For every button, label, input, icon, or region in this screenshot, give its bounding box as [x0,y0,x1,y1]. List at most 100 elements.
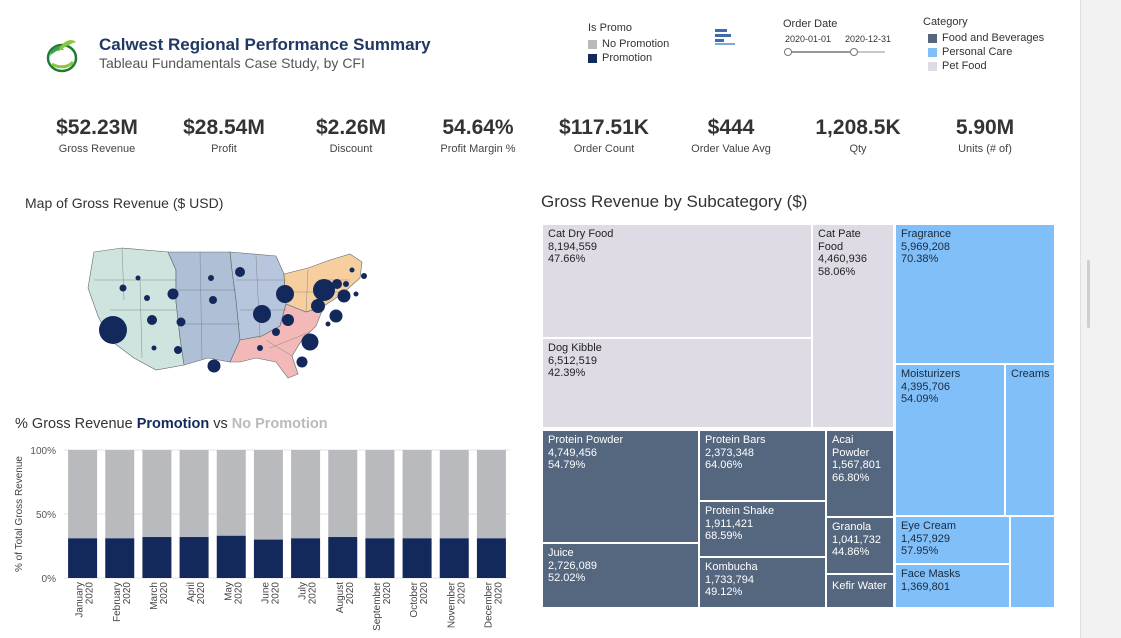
map-bubble[interactable] [349,267,355,273]
map-bubble[interactable] [147,315,157,325]
map-region-southeast[interactable] [229,303,325,379]
promotion-bar[interactable] [402,538,432,578]
map-bubble[interactable] [272,328,280,336]
promo-chart-title-promo: Promotion [136,416,210,432]
treemap-cell-dog-kibble[interactable]: Dog Kibble 6,512,519 42.39% [542,338,812,428]
map-bubble[interactable] [235,267,245,277]
promotion-bar[interactable] [142,537,172,578]
map-bubble[interactable] [174,346,182,354]
order-date-start: 2020-01-01 [785,34,832,44]
date-range-slider[interactable] [783,46,888,58]
treemap-cell-moisturizers[interactable]: Moisturizers 4,395,706 54.09% [895,364,1005,516]
category-legend-label: Pet Food [942,60,987,72]
map-bubble[interactable] [276,285,294,303]
treemap-cell-cat-dry-food[interactable]: Cat Dry Food 8,194,559 47.66% [542,224,812,338]
map-bubble[interactable] [329,309,343,323]
treemap-cell-creams[interactable]: Creams [1005,364,1055,516]
no-promotion-bar[interactable] [68,450,98,539]
x-tick-label: December2020 [483,581,504,628]
no-promotion-bar[interactable] [439,450,469,539]
treemap-cell-value: 4,749,456 [548,446,597,459]
map-bubble[interactable] [207,359,221,373]
promo-legend-item[interactable]: No Promotion [588,37,669,51]
map-bubble[interactable] [119,284,127,292]
x-tick-label: April2020 [186,582,207,605]
bar-chart-icon[interactable] [715,28,737,46]
no-promotion-bar[interactable] [365,450,395,539]
map-bubble[interactable] [253,305,271,323]
treemap-cell-face-masks[interactable]: Face Masks 1,369,801 [895,564,1010,608]
category-legend-item[interactable]: Personal Care [923,45,1044,59]
treemap-cell-kefir-water[interactable]: Kefir Water [826,574,894,608]
map-bubble[interactable] [167,288,179,300]
promotion-bar[interactable] [179,537,209,578]
us-revenue-map[interactable] [80,240,380,385]
treemap-cell-value: 8,194,559 [548,240,597,253]
map-bubble[interactable] [353,291,359,297]
treemap-cell-cat-pate-food[interactable]: Cat Pate Food 4,460,936 58.06% [812,224,894,428]
map-bubble[interactable] [135,275,141,281]
promotion-bar[interactable] [439,538,469,578]
promo-legend-item[interactable]: Promotion [588,51,669,65]
map-bubble[interactable] [313,279,335,301]
map-bubble[interactable] [343,281,349,287]
no-promotion-bar[interactable] [402,450,432,539]
treemap-cell-protein-shake[interactable]: Protein Shake 1,911,421 68.59% [699,501,826,557]
treemap-cell-granola[interactable]: Granola 1,041,732 44.86% [826,517,894,574]
slider-end-handle[interactable] [849,48,858,56]
map-bubble[interactable] [301,333,319,351]
promotion-bar[interactable] [476,538,506,578]
right-side-panel [1080,0,1121,638]
map-bubble[interactable] [332,279,342,289]
map-bubble[interactable] [311,299,325,313]
treemap-cell-acai-powder[interactable]: Acai Powder 1,567,801 66.80% [826,430,894,517]
order-date-title: Order Date [783,18,838,30]
map-bubble[interactable] [337,289,351,303]
treemap-cell-kombucha[interactable]: Kombucha 1,733,794 49.12% [699,557,826,608]
promotion-bar[interactable] [105,538,135,578]
treemap-cell-name: Kombucha [705,561,758,573]
treemap-cell-juice[interactable]: Juice 2,726,089 52.02% [542,543,699,608]
promotion-bar[interactable] [216,535,246,578]
promotion-bar[interactable] [291,538,321,578]
map-bubble[interactable] [144,295,150,301]
map-bubbles [99,267,367,373]
no-promotion-bar[interactable] [105,450,135,539]
pet-food-swatch [928,61,937,71]
panel-resize-handle[interactable] [1087,260,1090,328]
treemap-cell-protein-bars[interactable]: Protein Bars 2,373,348 64.06% [699,430,826,501]
treemap-cell-other-care[interactable] [1010,516,1055,608]
treemap-cell-value: 6,512,519 [548,354,597,367]
treemap-cell-value: 5,969,208 [901,240,950,253]
no-promotion-bar[interactable] [476,450,506,539]
map-bubble[interactable] [151,345,157,351]
treemap-cell-value: 4,395,706 [901,380,950,393]
treemap-cell-value: 1,911,421 [705,517,754,530]
no-promotion-bar[interactable] [253,450,283,540]
map-bubble[interactable] [99,316,127,344]
promotion-bar[interactable] [365,538,395,578]
map-bubble[interactable] [325,321,331,327]
slider-start-handle[interactable] [784,48,792,56]
category-legend-item[interactable]: Food and Beverages [923,31,1044,45]
map-region-west[interactable] [87,247,185,371]
no-promotion-bar[interactable] [216,450,246,536]
no-promotion-bar[interactable] [142,450,172,538]
map-bubble[interactable] [282,314,294,326]
no-promotion-bar[interactable] [291,450,321,539]
treemap-cell-protein-powder[interactable]: Protein Powder 4,749,456 54.79% [542,430,699,543]
treemap-cell-eye-cream[interactable]: Eye Cream 1,457,929 57.95% [895,516,1010,564]
no-promotion-bar[interactable] [328,450,358,538]
no-promotion-bar[interactable] [179,450,209,538]
map-bubble[interactable] [176,317,186,327]
map-bubble[interactable] [361,273,367,279]
promotion-bar[interactable] [328,537,358,578]
promotion-bar[interactable] [253,539,283,578]
promotion-bar[interactable] [68,538,98,578]
map-bubble[interactable] [209,296,217,304]
map-bubble[interactable] [296,356,308,368]
map-bubble[interactable] [257,345,263,351]
treemap-cell-fragrance[interactable]: Fragrance 5,969,208 70.38% [895,224,1055,364]
category-legend-item[interactable]: Pet Food [923,59,1044,73]
map-bubble[interactable] [208,275,214,281]
